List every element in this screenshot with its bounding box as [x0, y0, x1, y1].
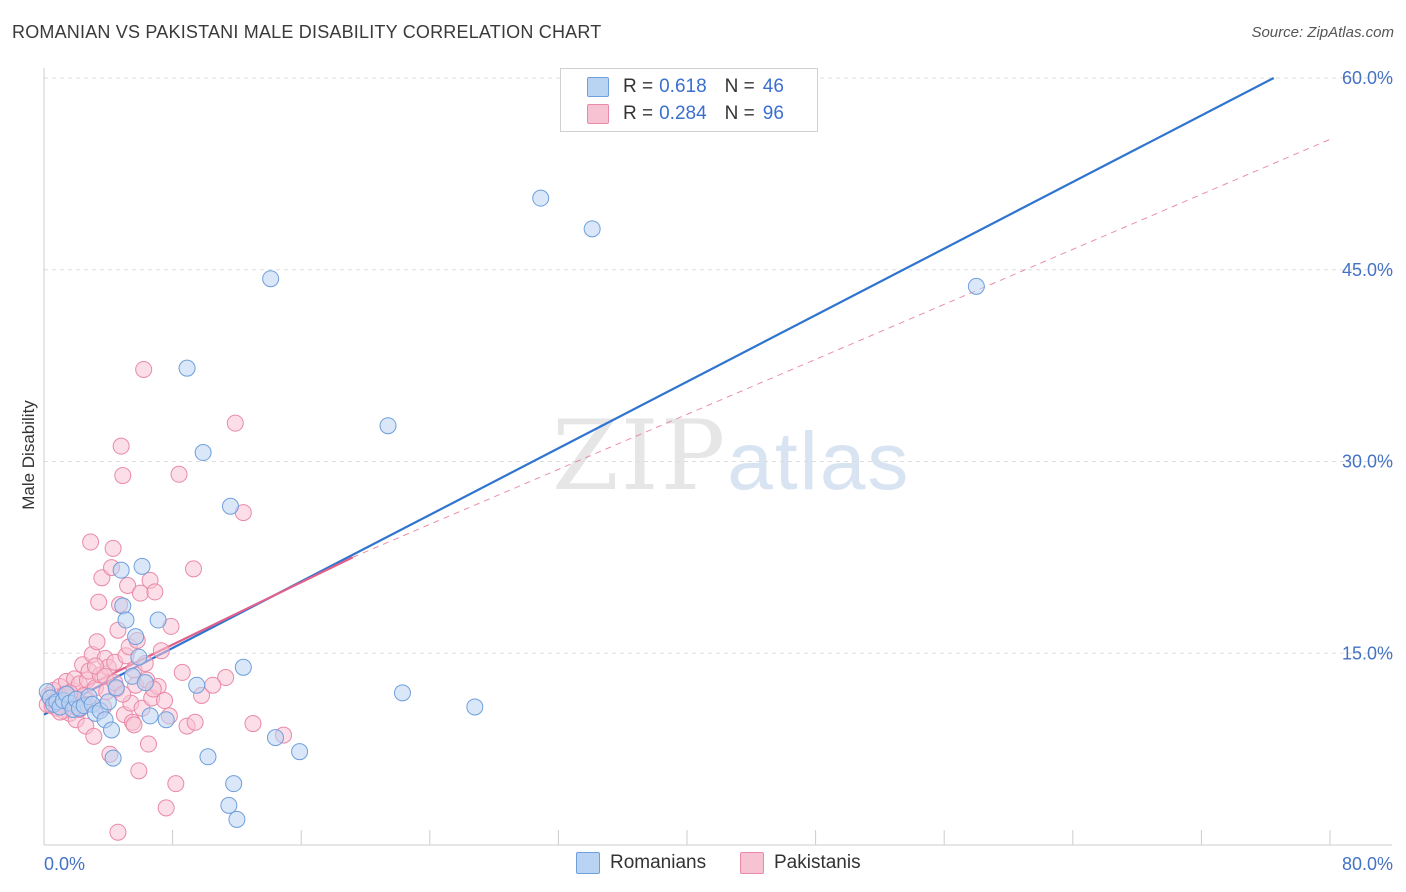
romanians-point — [107, 679, 125, 697]
pakistanis-trend-extension — [352, 138, 1331, 558]
legend-item-pakistanis[interactable]: Pakistanis — [740, 852, 861, 874]
x-tick-label: 80.0% — [1342, 854, 1393, 874]
pakistanis-swatch — [587, 104, 609, 124]
legend-row-pakistanis: R = 0.284 N = 96 — [587, 102, 784, 126]
pakistanis-legend-label: Pakistanis — [774, 852, 861, 873]
romanians-point — [157, 711, 175, 729]
romanians-point — [225, 775, 243, 793]
pakistanis-point — [173, 663, 191, 681]
romanians-legend-swatch — [576, 852, 600, 874]
y-tick-label: 30.0% — [1342, 452, 1393, 472]
romanians-point — [266, 729, 284, 747]
romanians-point — [103, 721, 121, 739]
legend-r-label: R = — [623, 103, 654, 124]
pakistanis-point — [114, 467, 132, 485]
pakistanis-point — [186, 713, 204, 731]
romanians-point — [466, 698, 484, 716]
romanians-point — [291, 743, 309, 761]
pakistanis-point — [82, 533, 100, 551]
tick-labels: 15.0% 30.0% 45.0% 60.0% 0.0% 80.0% — [44, 68, 1393, 874]
pakistanis-point — [109, 823, 127, 841]
pakistanis-point — [152, 642, 170, 660]
pakistanis-point — [146, 583, 164, 601]
romanians-point — [228, 810, 246, 828]
pakistanis-point — [156, 692, 174, 710]
romanians-point — [234, 658, 252, 676]
romanians-point — [133, 557, 151, 575]
correlation-legend: R = 0.618 N = 46 R = 0.284 N = 96 — [560, 68, 818, 132]
romanians-swatch — [587, 77, 609, 97]
pakistanis-point — [217, 669, 235, 687]
romanians-point — [114, 597, 132, 615]
pakistanis-point — [157, 799, 175, 817]
romanians-point — [393, 684, 411, 702]
x-tick-label: 0.0% — [44, 854, 85, 874]
pakistanis-point — [90, 593, 108, 611]
romanians-point — [379, 417, 397, 435]
legend-item-romanians[interactable]: Romanians — [576, 852, 706, 874]
romanians-point — [136, 674, 154, 692]
romanians-point — [141, 707, 159, 725]
legend-n-value: 46 — [762, 76, 784, 97]
romanians-point — [188, 676, 206, 694]
pakistanis-point — [135, 360, 153, 378]
y-axis-label: Male Disability — [19, 400, 38, 510]
source-label: Source: ZipAtlas.com — [1251, 24, 1394, 41]
legend-row-romanians: R = 0.618 N = 46 — [587, 75, 784, 99]
legend-r-value: 0.618 — [659, 76, 707, 97]
legend-n-value: 96 — [762, 103, 784, 124]
romanians-point — [262, 270, 280, 288]
legend-n-label: N = — [724, 103, 755, 124]
pakistanis-point — [139, 735, 157, 753]
pakistanis-point — [88, 633, 106, 651]
romanians-point — [130, 648, 148, 666]
pakistanis-point — [104, 539, 122, 557]
pakistanis-point — [119, 576, 137, 594]
pakistanis-point — [170, 465, 188, 483]
pakistanis-point — [226, 414, 244, 432]
romanians-trend-line — [43, 77, 1275, 716]
pakistanis-point — [204, 676, 222, 694]
romanians-point — [99, 693, 117, 711]
romanians-point — [127, 628, 145, 646]
romanians-point — [199, 748, 217, 766]
watermark-zip: ZIP — [552, 400, 728, 512]
chart-title: ROMANIAN VS PAKISTANI MALE DISABILITY CO… — [12, 22, 602, 42]
pakistanis-legend-swatch — [740, 852, 764, 874]
axes — [43, 68, 1392, 846]
pakistanis-point — [85, 727, 103, 745]
data-points — [38, 189, 985, 841]
pakistanis-point — [125, 716, 143, 734]
pakistanis-point — [244, 715, 262, 733]
romanians-point — [532, 189, 550, 207]
romanians-point — [149, 611, 167, 629]
y-tick-label: 60.0% — [1342, 68, 1393, 88]
legend-r-value: 0.284 — [659, 103, 707, 124]
romanians-point — [112, 561, 130, 579]
pakistanis-point — [130, 762, 148, 780]
romanians-point — [104, 749, 122, 767]
y-tick-label: 45.0% — [1342, 260, 1393, 280]
romanians-point — [194, 444, 212, 462]
legend-n-label: N = — [724, 76, 755, 97]
legend-r-label: R = — [623, 76, 654, 97]
trend-lines — [43, 77, 1331, 716]
romanians-point — [583, 220, 601, 238]
romanians-point — [220, 796, 238, 814]
romanians-legend-label: Romanians — [610, 852, 707, 873]
pakistanis-point — [167, 775, 185, 793]
series-legend: Romanians Pakistanis — [0, 852, 1406, 878]
romanians-point — [117, 611, 135, 629]
romanians-point — [221, 497, 239, 515]
romanians-point — [967, 277, 985, 295]
y-tick-label: 15.0% — [1342, 643, 1393, 663]
pakistanis-point — [184, 560, 202, 578]
pakistanis-point — [112, 437, 130, 455]
romanians-point — [178, 359, 196, 377]
